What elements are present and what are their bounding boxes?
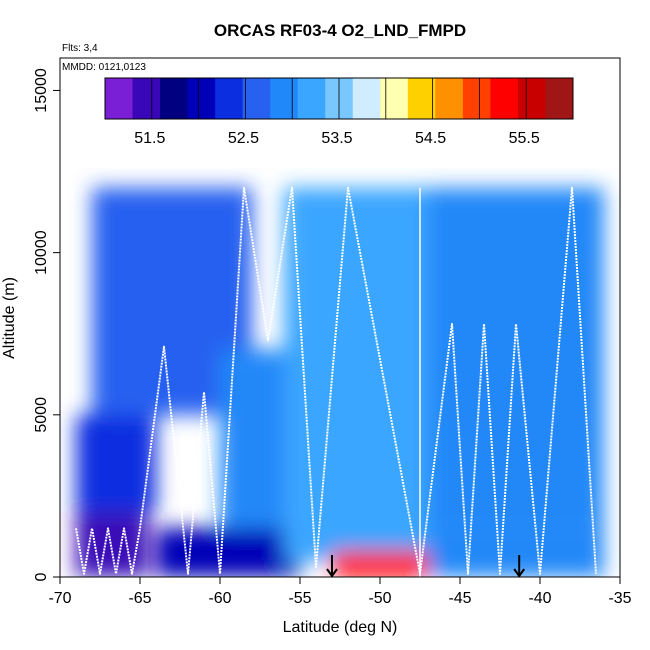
colorbar-swatch <box>242 78 271 119</box>
colorbar-swatch <box>132 78 161 119</box>
colorbar-swatch <box>517 78 546 119</box>
arrow-markers <box>326 555 526 578</box>
y-axis-label: Altitude (m) <box>1 277 18 359</box>
y-tick-label: 5000 <box>33 397 50 433</box>
heat-region <box>332 551 428 577</box>
colorbar-tick-label: 54.5 <box>415 130 446 147</box>
colorbar-swatch <box>105 78 134 119</box>
y-tick-label: 10000 <box>33 230 50 275</box>
colorbar-swatch <box>407 78 436 119</box>
colorbar: 51.5 52.5 53.5 54.5 55.5 <box>104 77 574 147</box>
heat-region <box>76 512 148 577</box>
flight-track-layer <box>75 186 597 577</box>
x-axis: -70 -65 -60 -55 -50 -45 -40 -35 <box>48 576 632 607</box>
heat-region <box>156 528 300 577</box>
colorbar-swatch <box>160 78 189 119</box>
colorbar-swatch <box>215 78 244 119</box>
x-tick-label: -65 <box>128 590 151 607</box>
y-axis: 0 5000 10000 15000 <box>33 58 61 581</box>
flight-track <box>75 186 597 575</box>
x-tick-label: -70 <box>48 590 71 607</box>
heat-region <box>76 414 156 513</box>
y-tick-label: 15000 <box>33 68 50 113</box>
x-tick-label: -50 <box>368 590 391 607</box>
flights-label: Flts: 3,4 <box>62 43 98 54</box>
date-label: MMDD: 0121,0123 <box>62 62 146 73</box>
heatmap-layer <box>76 187 604 577</box>
colorbar-tick-label: 51.5 <box>134 130 165 147</box>
colorbar-tick-label: 53.5 <box>321 130 352 147</box>
x-tick-label: -35 <box>608 590 631 607</box>
colorbar-swatch <box>380 78 409 119</box>
colorbar-swatch <box>352 78 381 119</box>
colorbar-frame <box>104 77 574 120</box>
colorbar-swatch <box>270 78 299 119</box>
x-axis-label: Latitude (deg N) <box>283 619 398 636</box>
chart-title: ORCAS RF03-4 O2_LND_FMPD <box>214 21 466 40</box>
colorbar-swatch <box>545 78 574 119</box>
x-tick-label: -45 <box>448 590 471 607</box>
heat-region <box>332 187 428 552</box>
heat-region <box>428 528 604 577</box>
colorbar-swatch <box>490 78 519 119</box>
arrow-head <box>326 568 338 578</box>
heat-region <box>220 349 284 529</box>
down-arrow-marker <box>326 555 338 578</box>
colorbar-swatch <box>297 78 326 119</box>
x-tick-label: -55 <box>288 590 311 607</box>
down-arrow-marker <box>513 555 526 578</box>
y-tick-label: 0 <box>33 572 50 581</box>
x-tick-label: -40 <box>528 590 551 607</box>
colorbar-tick-label: 52.5 <box>228 130 259 147</box>
arrow-head <box>513 568 526 578</box>
colorbar-swatch <box>187 78 216 119</box>
colorbar-swatch <box>435 78 464 119</box>
x-tick-label: -60 <box>208 590 231 607</box>
colorbar-tick-label: 55.5 <box>509 130 540 147</box>
heat-region <box>284 187 332 561</box>
colorbar-swatch <box>462 78 491 119</box>
